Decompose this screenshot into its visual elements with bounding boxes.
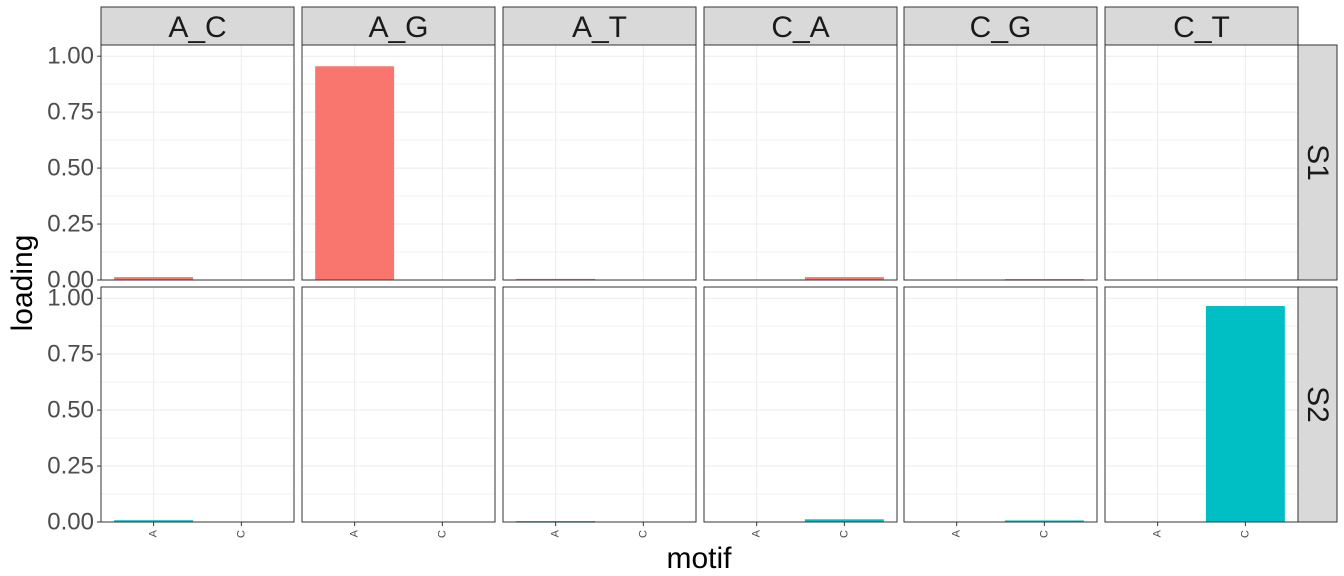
x-tick-label: A (349, 529, 361, 537)
panel-border (903, 44, 1098, 281)
panel-background (101, 45, 294, 280)
panel-background (302, 287, 495, 522)
y-tick-label: 0.75 (47, 99, 94, 126)
facet-strip-label-c_t: C_T (1173, 11, 1230, 44)
y-tick-label: 1.00 (47, 285, 94, 312)
x-tick-label: C (436, 530, 448, 538)
panel-border (903, 286, 1098, 523)
bar-s2-c_t-c (1205, 306, 1285, 522)
facet-strip-label-c_g: C_G (970, 11, 1032, 44)
x-tick-label: A (148, 529, 160, 537)
panel-background (704, 287, 897, 522)
row-strip-label-s2: S2 (1301, 386, 1334, 423)
panel-background (503, 287, 696, 522)
facet-strip-label-a_c: A_C (168, 11, 226, 44)
facet-strip-label-c_a: C_A (771, 11, 829, 44)
x-tick-label: C (637, 530, 649, 538)
x-tick-label: A (1152, 529, 1164, 537)
row-strip-label-s1: S1 (1301, 144, 1334, 181)
bar-s2-c_a-c (804, 519, 884, 522)
x-tick-label: A (751, 529, 763, 537)
x-tick-label: A (951, 529, 963, 537)
y-tick-label: 0.00 (47, 509, 94, 536)
x-tick-label: C (1239, 530, 1251, 538)
facet-strip-c_t (1104, 6, 1299, 46)
y-tick-label: 0.25 (47, 211, 94, 238)
bar-s2-c_g-c (1004, 520, 1084, 522)
facet-strip-a_g (301, 6, 496, 46)
panel-s1-a_g (301, 44, 496, 281)
panel-s1-a_t (502, 44, 697, 281)
facet-strip-a_t (502, 6, 697, 46)
panel-background (1105, 45, 1298, 280)
panel-s1-a_c (100, 44, 295, 281)
row-strip-s1 (1297, 44, 1338, 281)
panel-border (301, 286, 496, 523)
x-tick-label: C (1038, 530, 1050, 538)
panel-s2-c_g (903, 286, 1098, 523)
panel-border (1104, 286, 1299, 523)
facet-strip-a_c (100, 6, 295, 46)
panel-border (502, 286, 697, 523)
panel-s2-a_t (502, 286, 697, 523)
facet-strip-c_a (703, 6, 898, 46)
y-tick-label: 0.25 (47, 453, 94, 480)
y-tick-label: 0.50 (47, 397, 94, 424)
panel-border (100, 286, 295, 523)
panel-background (503, 45, 696, 280)
y-tick-label: 1.00 (47, 43, 94, 70)
x-tick-label: C (235, 530, 247, 538)
y-tick-label: 0.00 (47, 267, 94, 294)
panel-border (301, 44, 496, 281)
panel-border (703, 44, 898, 281)
panel-background (904, 287, 1097, 522)
facet-strip-label-a_g: A_G (368, 11, 428, 44)
panel-s2-a_c (100, 286, 295, 523)
facet-strip-label-a_t: A_T (572, 11, 627, 44)
bar-s2-a_c-a (114, 520, 194, 522)
bar-s1-a_c-a (114, 277, 194, 280)
panel-s2-c_t (1104, 286, 1299, 523)
panel-border (100, 44, 295, 281)
panel-border (703, 286, 898, 523)
panel-s2-a_g (301, 286, 496, 523)
panel-s1-c_g (903, 44, 1098, 281)
y-axis-title: loading (6, 235, 39, 332)
bar-s1-a_g-a (315, 66, 395, 280)
panel-s2-c_a (703, 286, 898, 523)
y-tick-label: 0.50 (47, 155, 94, 182)
panel-border (502, 44, 697, 281)
panel-background (101, 287, 294, 522)
y-tick-label: 0.75 (47, 341, 94, 368)
x-tick-label: C (838, 530, 850, 538)
x-axis-title: motif (666, 542, 732, 575)
panel-border (1104, 44, 1299, 281)
panel-s1-c_t (1104, 44, 1299, 281)
panel-background (704, 45, 897, 280)
panel-s1-c_a (703, 44, 898, 281)
panel-background (904, 45, 1097, 280)
bar-s1-c_a-c (804, 277, 884, 280)
x-tick-label: A (550, 529, 562, 537)
